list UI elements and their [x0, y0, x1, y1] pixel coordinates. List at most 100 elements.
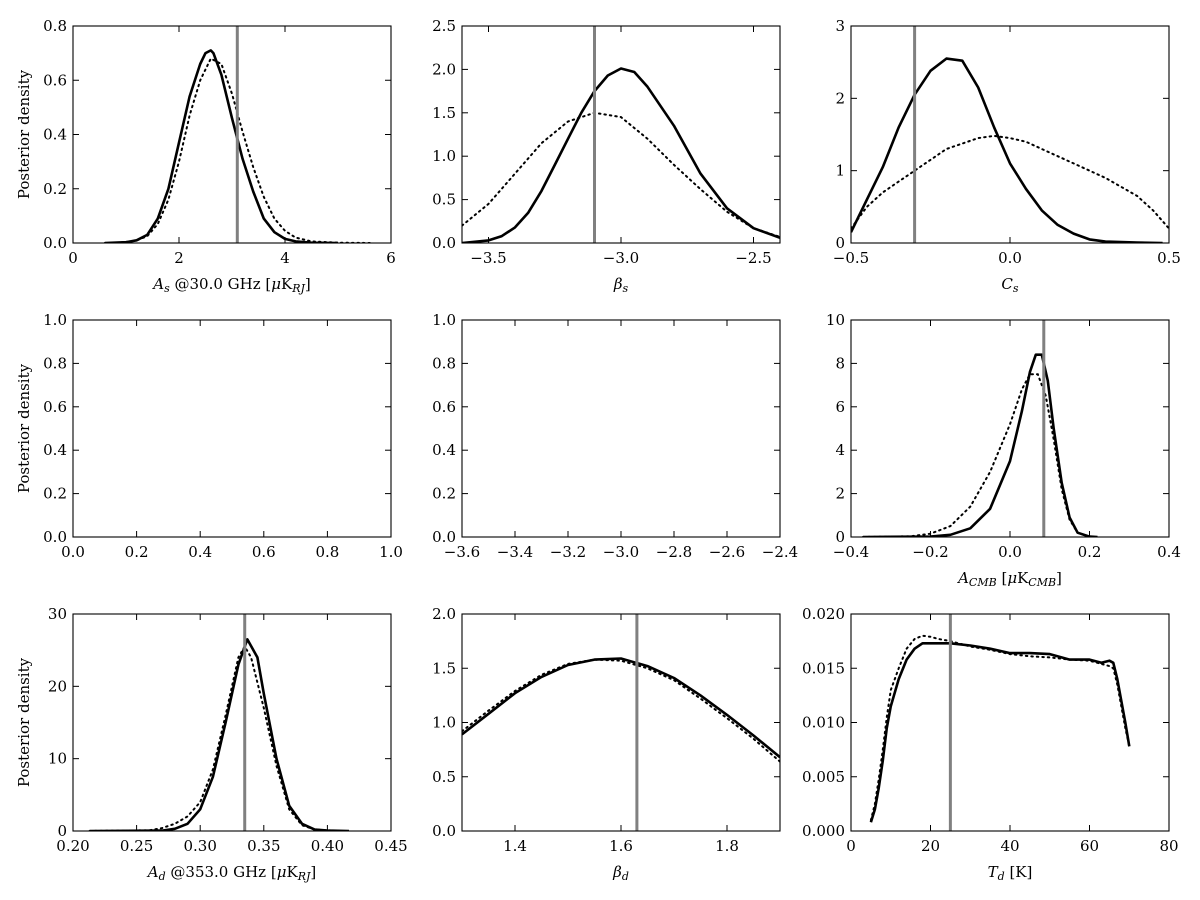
y-tick-label: 2.0	[432, 60, 456, 78]
y-tick-label: 0.6	[43, 71, 67, 89]
x-tick-label: 6	[386, 249, 396, 267]
y-tick-label: 0.0	[43, 234, 67, 252]
subplot-9: 0 20 40 60 80 0.000 0.005 0.010 0.015 0.020 Td [K]	[802, 605, 1179, 883]
y-tick-label: 0.0	[432, 822, 456, 840]
x-tick-label: 0.25	[120, 837, 153, 855]
x-tick-label: 80	[1159, 837, 1178, 855]
x-tick-label: 40	[1000, 837, 1019, 855]
y-tick-label: 6	[835, 398, 845, 416]
x-tick-label: −3.0	[603, 249, 639, 267]
y-tick-label: 1.5	[432, 659, 456, 677]
y-tick-label: 0.6	[432, 398, 456, 416]
y-tick-label: 2	[835, 485, 845, 503]
x-axis-label: βs	[613, 275, 629, 295]
x-tick-label: 0.2	[125, 543, 149, 561]
subplot-1: 0 2 4 6 0.0 0.2 0.4 0.6 0.8 As @30.0 GHz [μKRJ] Po…	[15, 17, 396, 295]
x-tick-label: 1.0	[379, 543, 403, 561]
y-tick-label: 0.4	[43, 126, 67, 144]
y-tick-label: 0.0	[432, 528, 456, 546]
x-tick-label: 0.35	[247, 837, 280, 855]
y-tick-label: 1.5	[432, 104, 456, 122]
y-axis-label: Posterior density	[15, 363, 33, 493]
x-tick-label: 1.4	[503, 837, 527, 855]
posterior-curve-dotted	[103, 57, 371, 243]
x-tick-label: −3.2	[550, 543, 586, 561]
y-tick-label: 0.000	[802, 822, 845, 840]
y-tick-label: 0.8	[43, 354, 67, 372]
y-tick-label: 0.4	[43, 441, 67, 459]
x-tick-label: −3.0	[603, 543, 639, 561]
axes-frame	[850, 613, 1170, 832]
x-tick-label: −0.5	[833, 249, 869, 267]
y-tick-label: 0.2	[432, 485, 456, 503]
posterior-curve-solid	[462, 657, 780, 759]
y-tick-label: 8	[835, 354, 845, 372]
x-tick-label: −2.8	[656, 543, 692, 561]
x-tick-label: 0.30	[183, 837, 216, 855]
x-tick-label: 0	[68, 249, 78, 267]
x-axis-label: Cs	[1001, 275, 1018, 295]
y-tick-label: 4	[835, 441, 845, 459]
y-tick-label: 1.0	[432, 147, 456, 165]
x-tick-label: −2.6	[709, 543, 745, 561]
subplot-7: 0.20 0.25 0.30 0.35 0.40 0.45 0 10 20 30 Ad @353.0…	[15, 605, 408, 883]
y-tick-label: 2.5	[432, 17, 456, 35]
y-tick-label: 0	[835, 234, 845, 252]
x-tick-label: 0.4	[188, 543, 212, 561]
x-tick-label: 0.6	[252, 543, 276, 561]
x-tick-label: 0.45	[374, 837, 407, 855]
x-tick-label: 0.40	[311, 837, 344, 855]
x-tick-label: 0.0	[998, 249, 1022, 267]
subplot-6: −0.4 −0.2 0.0 0.2 0.4 0 2 4 6 8 10 ACMB [μKCMB]	[826, 311, 1181, 589]
x-tick-label: −2.4	[762, 543, 798, 561]
x-tick-label: 4	[280, 249, 290, 267]
x-axis-label: Td [K]	[988, 863, 1033, 883]
y-tick-label: 0.4	[432, 441, 456, 459]
y-tick-label: 0.6	[43, 398, 67, 416]
y-tick-label: 2	[835, 89, 845, 107]
x-tick-label: 0	[846, 837, 856, 855]
subplot-8: 1.4 1.6 1.8 0.0 0.5 1.0 1.5 2.0 βd	[432, 605, 781, 883]
posterior-curve-solid	[104, 49, 339, 243]
x-tick-label: 0.8	[315, 543, 339, 561]
y-tick-label: 0.2	[43, 180, 67, 198]
axes-frame	[850, 25, 1170, 244]
y-tick-label: 0.015	[802, 659, 845, 677]
x-tick-label: 0.2	[1078, 543, 1102, 561]
y-tick-label: 0.010	[802, 714, 845, 732]
x-tick-label: −3.6	[444, 543, 480, 561]
y-tick-label: 10	[826, 311, 845, 329]
x-axis-label: ACMB [μKCMB]	[956, 569, 1062, 589]
posterior-curve-dotted	[88, 644, 342, 831]
y-tick-label: 0.0	[43, 528, 67, 546]
x-tick-label: −0.4	[833, 543, 869, 561]
axes-frame	[72, 613, 392, 832]
posterior-curve-dotted	[851, 134, 1169, 230]
y-tick-label: 0	[57, 822, 67, 840]
y-tick-label: 0.005	[802, 768, 845, 786]
x-axis-label: βd	[612, 863, 629, 883]
x-tick-label: 60	[1080, 837, 1099, 855]
x-tick-label: −0.2	[912, 543, 948, 561]
posterior-curve-dotted	[462, 111, 780, 238]
x-tick-label: 0.20	[56, 837, 89, 855]
x-tick-label: 1.6	[609, 837, 633, 855]
x-tick-label: 0.4	[1157, 543, 1181, 561]
y-tick-label: 0.0	[432, 234, 456, 252]
subplot-2: −3.5 −3.0 −2.5 0.0 0.5 1.0 1.5 2.0 2.5 βs	[432, 17, 781, 295]
y-tick-label: 0.8	[43, 17, 67, 35]
x-tick-label: 0.5	[1157, 249, 1181, 267]
x-tick-label: −3.5	[470, 249, 506, 267]
x-tick-label: 0.0	[998, 543, 1022, 561]
axes-frame	[850, 319, 1170, 538]
y-axis-label: Posterior density	[15, 657, 33, 787]
y-tick-label: 1.0	[43, 311, 67, 329]
axes-frame	[461, 25, 781, 244]
x-tick-label: −3.4	[497, 543, 533, 561]
y-tick-label: 30	[48, 605, 67, 623]
x-tick-label: 0.0	[61, 543, 85, 561]
y-tick-label: 0.020	[802, 605, 845, 623]
x-tick-label: 20	[921, 837, 940, 855]
y-tick-label: 20	[48, 677, 67, 695]
